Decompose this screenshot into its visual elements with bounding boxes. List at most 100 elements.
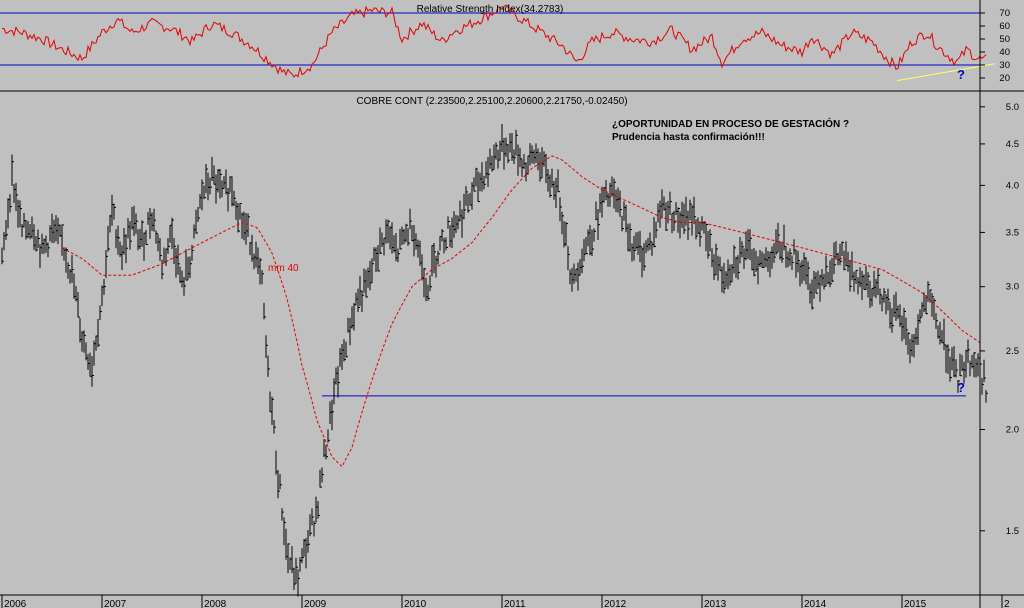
price-bar	[973, 352, 976, 378]
price-panel: COBRE CONT (2.23500,2.25100,2.20600,2.21…	[1, 96, 1019, 608]
price-bar	[173, 237, 176, 265]
price-bar	[877, 268, 880, 295]
price-bar	[239, 202, 242, 220]
price-bar	[365, 269, 368, 298]
price-bar	[237, 202, 240, 233]
price-bar	[925, 295, 928, 315]
price-bar	[591, 229, 594, 256]
price-bar	[693, 196, 696, 225]
price-bar	[831, 257, 834, 283]
price-bar	[441, 229, 444, 242]
price-bar	[883, 288, 886, 303]
price-bar	[463, 193, 466, 220]
rsi-y-tick-label: 70	[999, 8, 1010, 19]
price-bar	[61, 224, 64, 256]
price-bar	[399, 228, 402, 250]
price-bar	[815, 272, 818, 294]
price-bar	[265, 335, 268, 358]
price-question-mark: ?	[957, 380, 965, 395]
price-bar	[447, 216, 450, 229]
price-bar	[331, 399, 334, 431]
price-bar	[279, 474, 282, 490]
price-bar	[777, 222, 780, 253]
price-bar	[905, 317, 908, 345]
price-bar	[387, 219, 390, 244]
price-bar	[77, 291, 80, 318]
price-bar	[185, 249, 188, 281]
price-bar	[513, 149, 516, 164]
price-bar	[437, 250, 440, 265]
price-bar	[247, 213, 250, 238]
price-bar	[629, 223, 632, 252]
price-bar	[567, 246, 570, 271]
price-bar	[935, 313, 938, 329]
price-bar	[919, 309, 922, 324]
price-bar	[427, 284, 430, 301]
price-bar	[263, 302, 266, 320]
price-bar	[15, 182, 18, 212]
price-bar	[621, 215, 624, 232]
price-bar	[903, 307, 906, 340]
price-bar	[619, 190, 622, 217]
price-bar	[155, 230, 158, 244]
x-tick-label: 2011	[504, 599, 526, 608]
price-bar	[379, 227, 382, 255]
price-bar	[141, 220, 144, 247]
price-bar	[71, 255, 74, 283]
price-bar	[83, 330, 86, 353]
price-bar	[407, 228, 410, 246]
price-bar	[613, 178, 616, 209]
price-bar	[197, 206, 200, 222]
price-bar	[737, 255, 740, 280]
price-bar	[773, 243, 776, 263]
price-bar	[145, 229, 148, 246]
price-bar	[653, 217, 656, 248]
price-bar	[301, 548, 304, 564]
x-tick-label: 2014	[804, 599, 827, 608]
price-bar	[931, 293, 934, 317]
price-bar	[343, 339, 346, 362]
price-bar	[967, 339, 970, 363]
price-bar	[557, 169, 560, 193]
price-bar	[829, 260, 832, 288]
price-bar	[475, 167, 478, 187]
price-bar	[267, 355, 270, 377]
price-bar	[371, 258, 374, 284]
price-bar	[473, 177, 476, 192]
rsi-y-tick-label: 30	[999, 60, 1010, 71]
price-bar	[495, 142, 498, 160]
price-y-tick-label: 4.5	[1006, 139, 1019, 150]
price-bar	[559, 197, 562, 222]
price-bar	[677, 207, 680, 233]
price-bar	[465, 186, 468, 206]
rsi-y-tick-label: 50	[999, 34, 1010, 45]
price-bar	[219, 168, 222, 199]
price-bar	[949, 356, 952, 382]
price-bar	[319, 469, 322, 488]
price-bar	[9, 194, 12, 213]
price-bar	[879, 288, 882, 305]
rsi-question-mark: ?	[957, 67, 965, 82]
price-bar	[277, 470, 280, 499]
price-bar	[345, 341, 348, 358]
rsi-line	[1, 4, 987, 78]
price-bar	[311, 508, 314, 526]
price-bar	[699, 221, 702, 247]
price-bar	[325, 444, 328, 460]
price-bar	[483, 175, 486, 190]
price-bar	[35, 235, 38, 252]
price-bar	[227, 187, 230, 212]
price-bar	[649, 232, 652, 250]
ma40-line	[61, 155, 983, 468]
price-y-tick-label: 2.0	[1006, 424, 1019, 435]
x-tick-label: 2012	[604, 599, 627, 608]
price-bar	[519, 147, 522, 168]
x-axis: 2006 2007 2008 2009 2010 2011 2012 2013 2014 2015…	[1, 595, 1010, 608]
x-tick-label: 2013	[704, 599, 727, 608]
price-bar	[281, 508, 284, 521]
annotation-opportunity: ¿OPORTUNIDAD EN PROCESO DE GESTACIÓN ?	[612, 117, 849, 130]
price-bar	[791, 255, 794, 270]
price-bar	[203, 185, 206, 200]
price-bar	[171, 217, 174, 249]
